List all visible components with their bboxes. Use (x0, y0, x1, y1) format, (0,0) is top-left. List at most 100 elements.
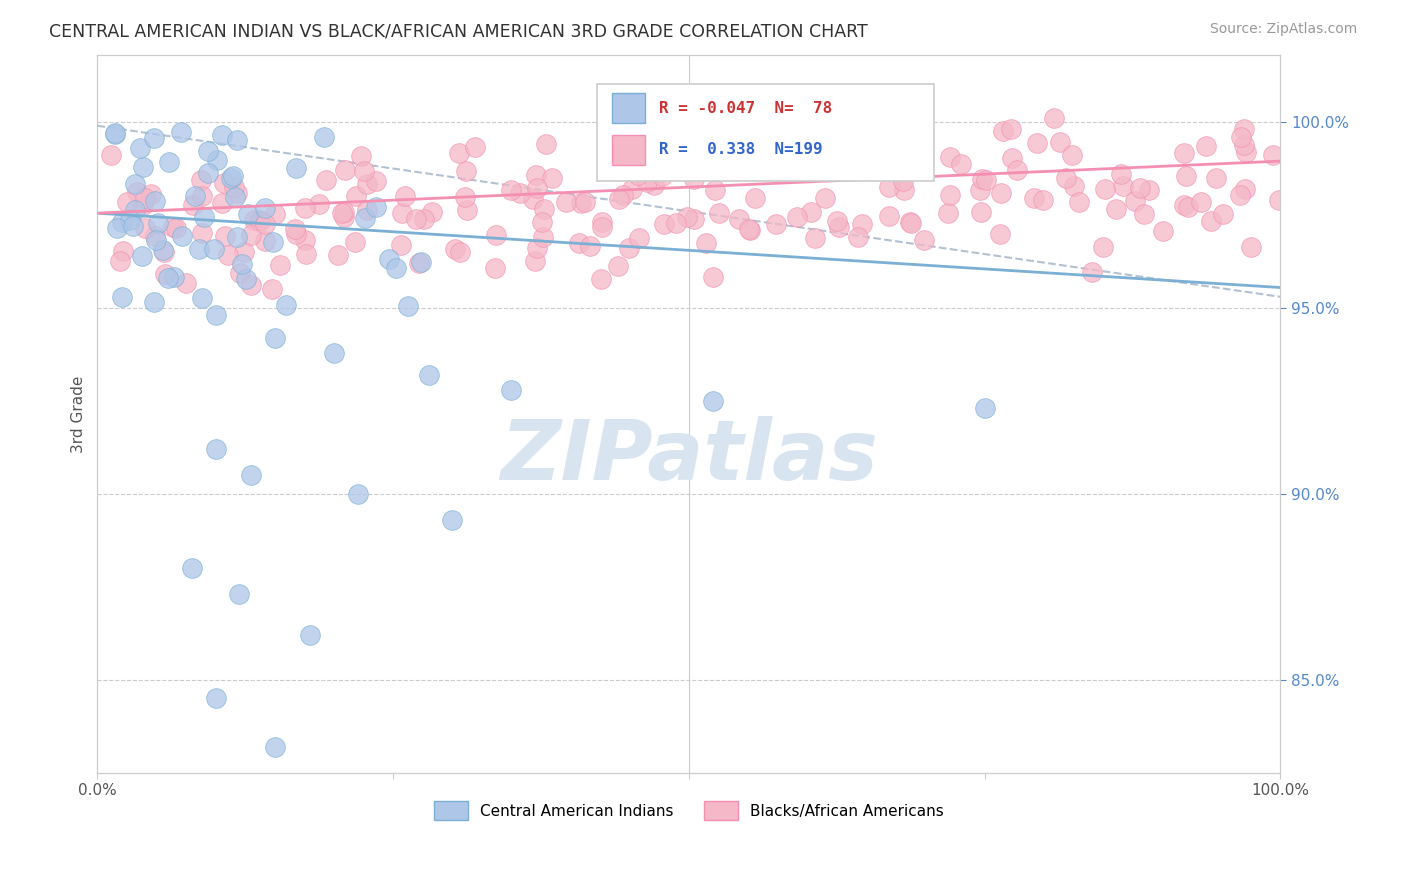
Point (1000, 121, 1022, 136)
Point (394, 188, 416, 202)
Point (228, 587, 250, 601)
Point (973, 401, 995, 416)
Point (555, 194, 578, 209)
Point (344, 188, 367, 202)
Point (170, 229, 193, 244)
Point (364, 200, 387, 214)
Point (1094, 182, 1116, 196)
Point (695, 235, 717, 250)
Point (262, 282, 284, 296)
Point (728, 212, 751, 227)
Point (540, 171, 562, 186)
Point (789, 160, 811, 174)
Point (332, 210, 354, 224)
Point (190, 189, 212, 203)
Point (1049, 136, 1071, 150)
Point (236, 207, 259, 221)
Point (146, 216, 169, 230)
Point (104, 128, 127, 142)
Point (184, 189, 207, 203)
Point (389, 238, 412, 252)
Point (522, 192, 544, 206)
Point (350, 149, 373, 163)
Point (108, 254, 131, 268)
Point (132, 161, 155, 175)
Point (606, 259, 628, 273)
Point (1173, 145, 1195, 160)
Point (165, 221, 187, 235)
Point (224, 190, 246, 204)
Point (636, 175, 658, 189)
Point (263, 739, 285, 754)
Point (1092, 240, 1115, 254)
Point (814, 191, 837, 205)
Point (893, 183, 915, 197)
Point (153, 268, 176, 282)
Point (333, 163, 356, 178)
Point (1234, 145, 1257, 159)
Point (157, 155, 180, 169)
Point (898, 215, 921, 229)
Point (212, 176, 235, 190)
Point (699, 114, 721, 128)
Point (974, 172, 997, 186)
Point (1199, 214, 1222, 228)
Point (484, 261, 506, 276)
Point (1173, 198, 1195, 212)
Point (226, 230, 249, 244)
Point (533, 202, 555, 216)
Point (191, 226, 214, 240)
Point (765, 217, 787, 231)
Point (323, 345, 346, 359)
Point (591, 272, 613, 286)
Point (411, 255, 433, 269)
Point (253, 234, 276, 248)
Point (264, 207, 287, 221)
Point (243, 213, 266, 227)
Point (418, 368, 440, 382)
Point (524, 169, 547, 183)
Point (233, 245, 256, 260)
Point (269, 258, 291, 272)
Point (112, 244, 135, 259)
Point (1001, 151, 1024, 165)
Point (128, 141, 150, 155)
Point (226, 186, 249, 201)
Point (441, 513, 464, 527)
Point (396, 299, 419, 313)
Point (499, 183, 522, 197)
Point (330, 206, 353, 220)
Point (162, 220, 184, 235)
Point (509, 186, 531, 200)
Point (1233, 182, 1256, 196)
Point (1152, 224, 1174, 238)
Point (204, 309, 226, 323)
Point (299, 628, 322, 642)
Point (825, 214, 848, 228)
Y-axis label: 3rd Grade: 3rd Grade (72, 376, 86, 452)
Point (936, 205, 959, 219)
Point (454, 190, 477, 204)
Point (170, 125, 193, 139)
Point (456, 203, 478, 218)
Text: ZIPatlas: ZIPatlas (501, 417, 877, 498)
Point (1123, 194, 1146, 209)
Point (804, 231, 827, 245)
Point (143, 131, 166, 145)
Point (877, 180, 900, 194)
Point (950, 157, 973, 171)
Point (786, 211, 808, 225)
Point (738, 222, 761, 236)
Point (143, 229, 166, 244)
Point (131, 249, 153, 263)
Point (176, 276, 198, 290)
Point (420, 205, 443, 219)
Point (314, 130, 336, 145)
Point (1105, 202, 1128, 216)
Point (294, 202, 316, 216)
Legend: Central American Indians, Blacks/African Americans: Central American Indians, Blacks/African… (427, 796, 949, 826)
Point (217, 248, 239, 262)
Point (449, 146, 471, 161)
Point (413, 212, 436, 227)
Point (153, 245, 176, 260)
